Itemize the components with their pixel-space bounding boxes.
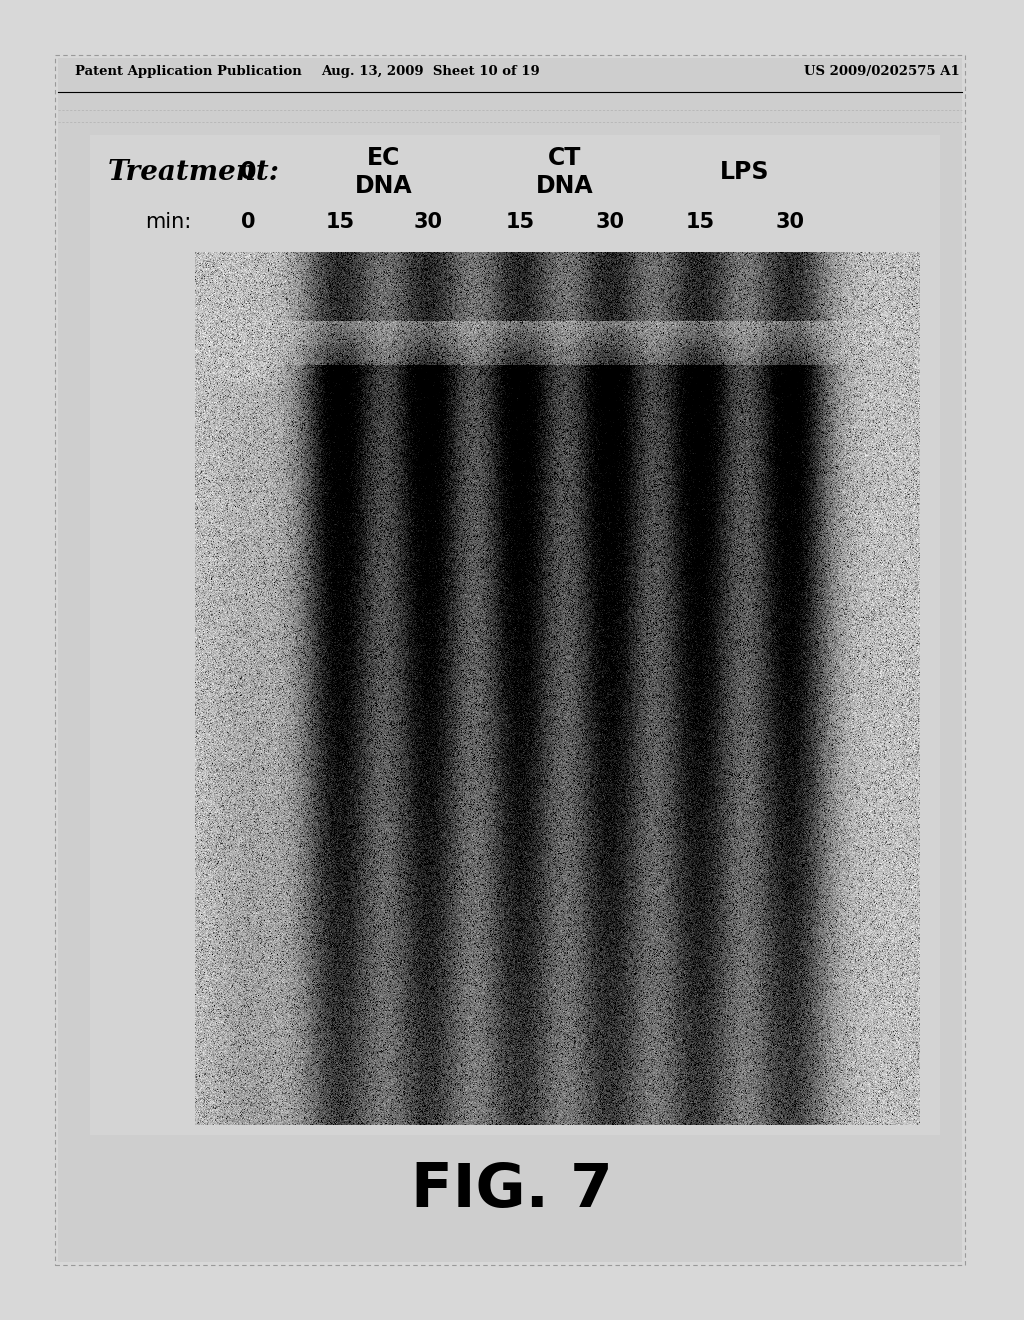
Text: 15: 15 — [685, 213, 715, 232]
Text: 30: 30 — [414, 213, 442, 232]
Text: US 2009/0202575 A1: US 2009/0202575 A1 — [804, 66, 961, 78]
Text: LPS: LPS — [720, 160, 770, 183]
Text: 15: 15 — [506, 213, 535, 232]
Text: 0: 0 — [241, 213, 255, 232]
FancyBboxPatch shape — [90, 135, 940, 1135]
Text: min:: min: — [145, 213, 191, 232]
Text: Aug. 13, 2009  Sheet 10 of 19: Aug. 13, 2009 Sheet 10 of 19 — [321, 66, 540, 78]
Text: 15: 15 — [326, 213, 354, 232]
Text: 30: 30 — [596, 213, 625, 232]
FancyBboxPatch shape — [58, 58, 962, 1262]
Text: EC
DNA: EC DNA — [355, 147, 413, 198]
Text: CT
DNA: CT DNA — [537, 147, 594, 198]
Text: FIG. 7: FIG. 7 — [411, 1160, 613, 1220]
Text: 30: 30 — [775, 213, 805, 232]
Text: Patent Application Publication: Patent Application Publication — [75, 66, 302, 78]
FancyBboxPatch shape — [55, 55, 965, 1265]
Text: Treatment:: Treatment: — [108, 158, 280, 186]
Text: 0: 0 — [240, 160, 256, 183]
